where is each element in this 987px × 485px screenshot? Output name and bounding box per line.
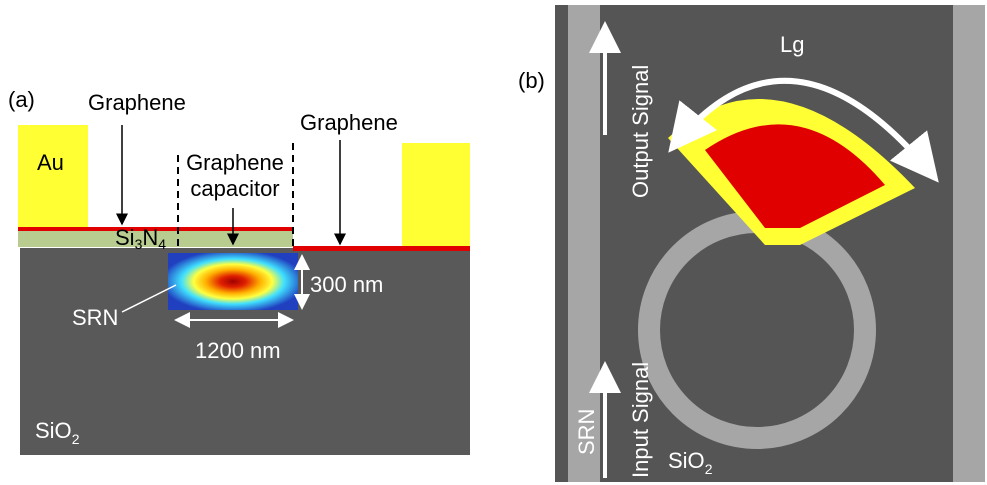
label: Graphene (186, 150, 284, 175)
waveguide (953, 5, 985, 482)
label: Graphene (88, 90, 186, 115)
au-left (18, 125, 88, 227)
label: Output Signal (628, 65, 653, 198)
srn-mode (168, 253, 298, 310)
panel-label: (a) (8, 87, 35, 112)
graphene-bottom (293, 246, 470, 251)
label: 1200 nm (195, 338, 281, 363)
panel-a: (a) Graphene Au Graphene capacitor Graph… (8, 87, 470, 455)
label: Graphene (300, 110, 398, 135)
label: Lg (780, 32, 804, 57)
label: Input Signal (628, 362, 653, 478)
label: 300 nm (310, 272, 383, 297)
label: SRN (574, 409, 599, 455)
label: capacitor (190, 176, 279, 201)
panel-label: (b) (518, 68, 545, 93)
label: Au (37, 150, 64, 175)
au-right (402, 143, 470, 246)
panel-b: (b) Lg Output Signal Input Signal SRN Si… (518, 5, 985, 482)
label: SRN (72, 305, 118, 330)
figure: (a) Graphene Au Graphene capacitor Graph… (0, 0, 987, 485)
page: {"panel_a": {"label": "(a)", "graphene_l… (0, 0, 987, 485)
